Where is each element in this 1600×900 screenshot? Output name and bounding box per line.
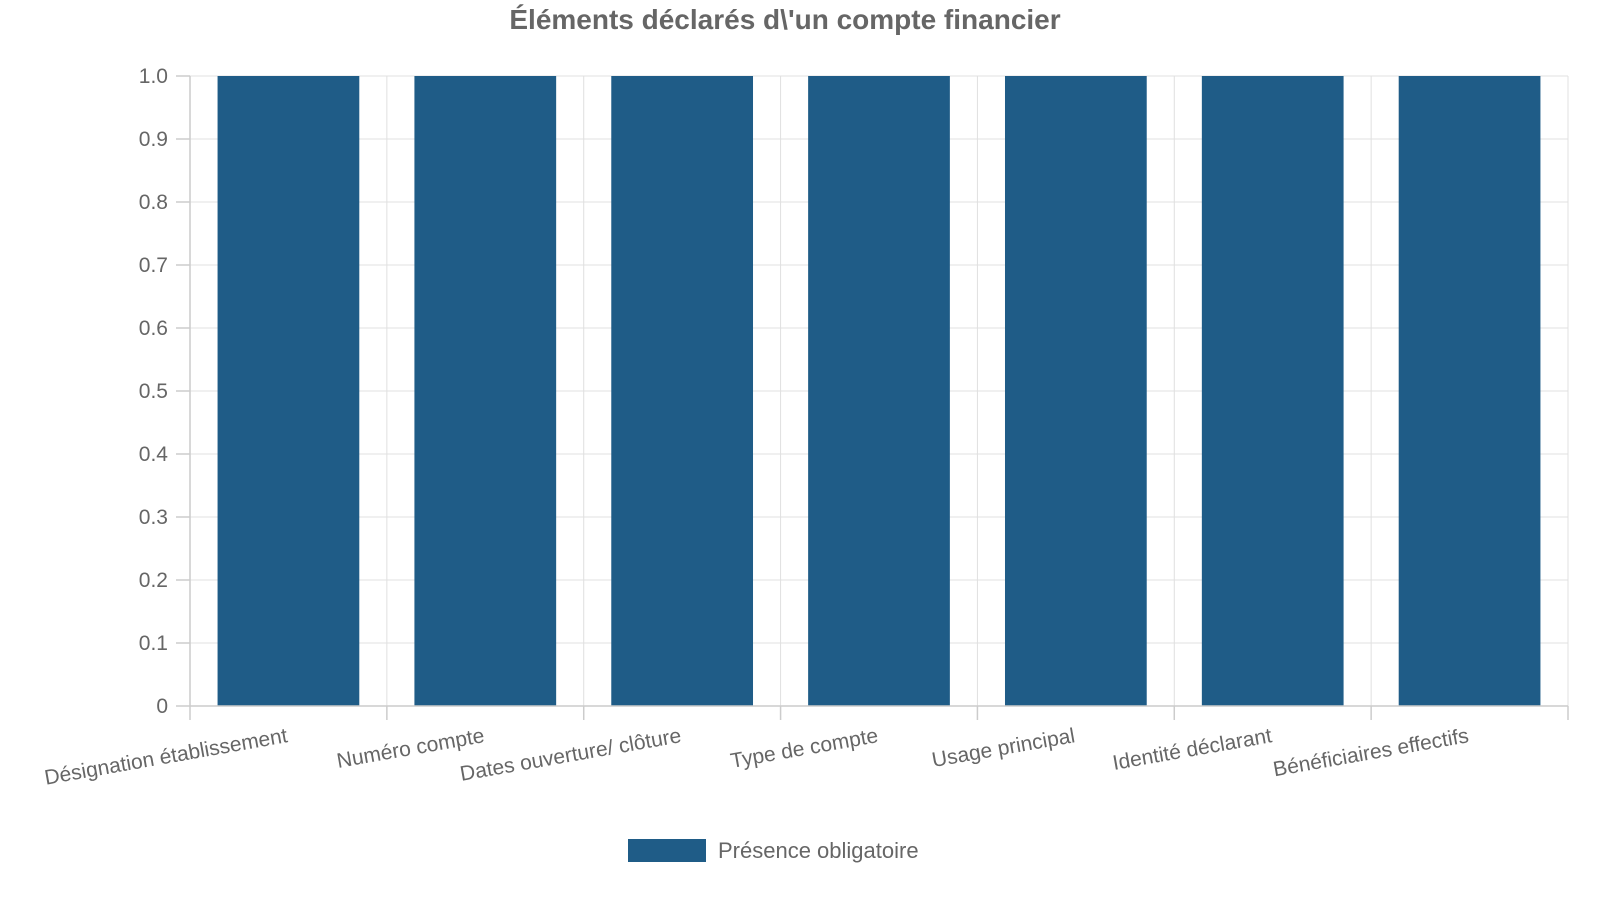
y-tick-label: 0.2 bbox=[139, 569, 168, 592]
y-tick-label: 0.1 bbox=[139, 632, 168, 655]
y-tick-label: 0.7 bbox=[139, 254, 168, 277]
y-tick-label: 0.9 bbox=[139, 128, 168, 151]
chart-title: Éléments déclarés d\'un compte financier bbox=[509, 4, 1060, 35]
legend-label[interactable]: Présence obligatoire bbox=[718, 838, 919, 863]
x-tick-label: Désignation établissement bbox=[43, 724, 290, 789]
bar[interactable] bbox=[611, 76, 754, 706]
y-tick-label: 0.6 bbox=[139, 317, 168, 340]
x-tick-label: Identité déclarant bbox=[1111, 724, 1274, 775]
x-axis-ticks: Désignation établissement Numéro compteDa… bbox=[43, 724, 1471, 789]
x-tick-label: Type de compte bbox=[729, 724, 880, 773]
x-tick-label: Bénéficiaires effectifs bbox=[1271, 724, 1470, 781]
bar[interactable] bbox=[1004, 76, 1147, 706]
x-tick-label: Dates ouverture/ clôture bbox=[458, 724, 683, 786]
bars bbox=[217, 76, 1541, 706]
y-tick-label: 1.0 bbox=[139, 65, 168, 88]
x-tick-label: Usage principal bbox=[930, 724, 1077, 772]
y-tick-label: 0.5 bbox=[139, 380, 168, 403]
bar[interactable] bbox=[1398, 76, 1541, 706]
axes bbox=[176, 75, 1569, 720]
y-axis-ticks: 0 0.1 0.2 0.3 0.4 0.5 0.6 0.7 0.8 0.9 1.0 bbox=[139, 65, 169, 718]
bar[interactable] bbox=[414, 76, 557, 706]
legend-swatch[interactable] bbox=[628, 839, 706, 862]
bar[interactable] bbox=[217, 76, 360, 706]
y-tick-label: 0.8 bbox=[139, 191, 168, 214]
y-tick-label: 0.3 bbox=[139, 506, 168, 529]
bar[interactable] bbox=[808, 76, 950, 706]
y-tick-label: 0 bbox=[156, 695, 168, 718]
legend[interactable]: Présence obligatoire bbox=[628, 838, 919, 863]
bar[interactable] bbox=[1201, 76, 1344, 706]
y-tick-label: 0.4 bbox=[139, 443, 169, 466]
